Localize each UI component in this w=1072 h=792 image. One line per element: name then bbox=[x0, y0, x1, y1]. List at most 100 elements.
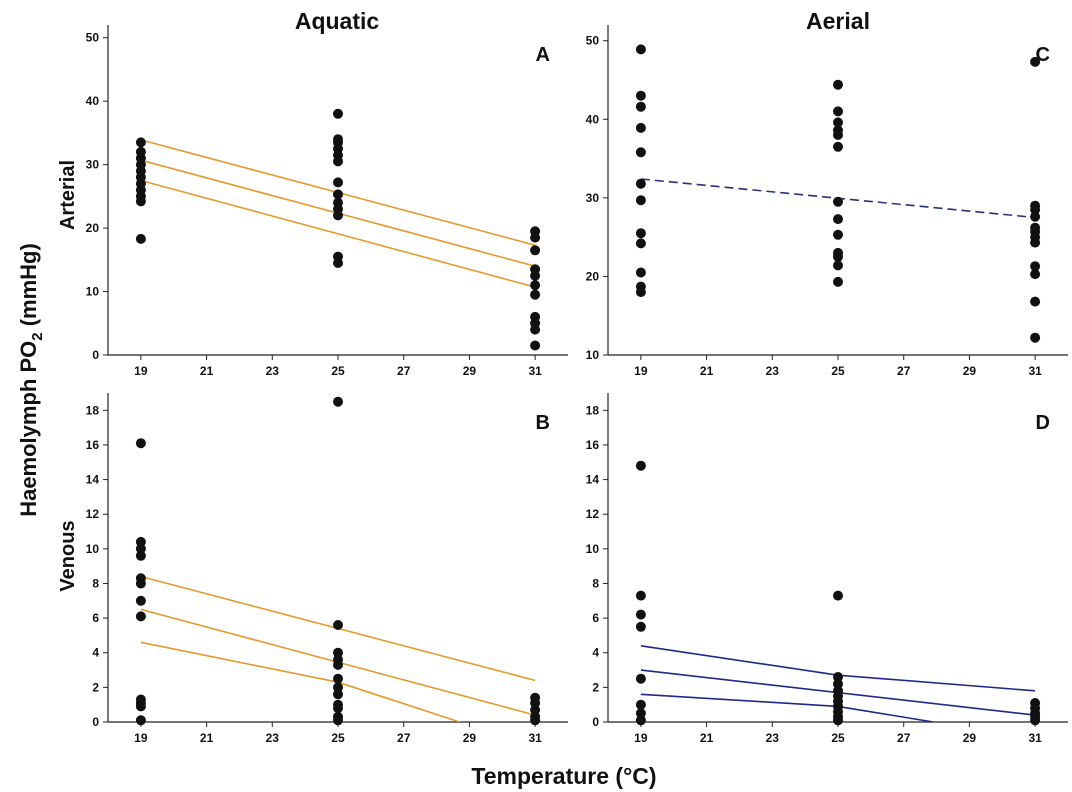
data-point bbox=[333, 177, 343, 188]
panel-letter: A bbox=[536, 44, 550, 66]
row-title-venous: Venous bbox=[57, 520, 79, 591]
data-point bbox=[530, 704, 541, 715]
data-points bbox=[135, 108, 541, 351]
data-point bbox=[530, 264, 541, 275]
data-point bbox=[333, 197, 343, 208]
panel-a: 0 10 20 30 40 50 19 21 23 25 27 29 31 A bbox=[86, 25, 568, 378]
x-tick-label: 27 bbox=[897, 364, 911, 378]
y-tick-label: 6 bbox=[92, 611, 99, 625]
data-point bbox=[635, 715, 646, 726]
y-tick-label: 14 bbox=[586, 473, 600, 487]
data-point bbox=[635, 609, 646, 620]
column-title-aerial: Aerial bbox=[806, 8, 870, 34]
y-tick-label: 40 bbox=[86, 94, 100, 108]
y-tick-label: 50 bbox=[586, 34, 600, 48]
data-point bbox=[135, 146, 146, 157]
x-tick-label: 21 bbox=[700, 731, 714, 745]
x-tick-label: 25 bbox=[331, 364, 345, 378]
data-point bbox=[333, 673, 343, 684]
x-tick-label: 23 bbox=[766, 731, 780, 745]
row-title-arterial: Arterial bbox=[57, 160, 79, 230]
data-point bbox=[1030, 296, 1041, 307]
x-tick-label: 27 bbox=[897, 731, 911, 745]
data-point bbox=[333, 682, 343, 693]
x-tick-label: 21 bbox=[200, 731, 214, 745]
y-tick-label: 8 bbox=[92, 576, 99, 590]
y-tick-label: 20 bbox=[86, 221, 100, 235]
x-tick-label: 29 bbox=[963, 731, 977, 745]
y-tick-label: 6 bbox=[592, 611, 599, 625]
y-tick-label: 10 bbox=[86, 542, 100, 556]
data-point bbox=[833, 196, 843, 207]
x-tick-label: 21 bbox=[700, 364, 714, 378]
data-point bbox=[635, 621, 646, 632]
data-point bbox=[833, 685, 843, 696]
data-point bbox=[635, 699, 646, 710]
data-point bbox=[1030, 261, 1041, 272]
x-tick-label: 25 bbox=[331, 731, 345, 745]
y-axis-label: Haemolymph PO2 (mmHg) bbox=[16, 243, 46, 517]
x-tick-label: 31 bbox=[528, 364, 542, 378]
x-tick-label: 27 bbox=[397, 731, 411, 745]
data-point bbox=[135, 573, 146, 584]
data-point bbox=[635, 44, 646, 55]
data-point bbox=[135, 137, 146, 148]
data-point bbox=[635, 238, 646, 249]
y-tick-label: 30 bbox=[86, 158, 100, 172]
data-point bbox=[333, 647, 343, 658]
y-tick-label: 20 bbox=[586, 269, 600, 283]
data-point bbox=[530, 245, 541, 256]
data-point bbox=[135, 438, 146, 449]
data-point bbox=[530, 711, 541, 722]
x-tick-label: 31 bbox=[1028, 364, 1042, 378]
data-point bbox=[333, 620, 343, 630]
data-point bbox=[1030, 200, 1041, 211]
data-point bbox=[333, 251, 343, 262]
data-point bbox=[333, 699, 343, 710]
y-tick-label: 12 bbox=[86, 507, 100, 521]
data-point bbox=[1030, 211, 1041, 222]
data-point bbox=[135, 233, 146, 244]
y-tick-label: 12 bbox=[586, 507, 600, 521]
data-point bbox=[833, 247, 843, 258]
data-point bbox=[833, 590, 843, 601]
x-tick-label: 31 bbox=[528, 731, 542, 745]
data-point bbox=[833, 125, 843, 136]
y-axis-label-subscript: 2 bbox=[29, 332, 46, 340]
fit-line-2 bbox=[140, 179, 536, 288]
x-tick-label: 25 bbox=[831, 364, 845, 378]
data-points bbox=[635, 460, 1041, 726]
data-point bbox=[833, 214, 843, 225]
data-point bbox=[333, 711, 343, 722]
y-tick-label: 16 bbox=[86, 438, 100, 452]
x-axis-label: Temperature (°C) bbox=[471, 763, 656, 789]
data-point bbox=[635, 590, 646, 601]
data-point bbox=[635, 460, 646, 471]
data-point bbox=[635, 673, 646, 684]
data-point bbox=[135, 536, 146, 547]
x-tick-label: 19 bbox=[634, 364, 648, 378]
x-tick-label: 19 bbox=[634, 731, 648, 745]
y-tick-label: 10 bbox=[586, 348, 600, 362]
data-point bbox=[135, 694, 146, 705]
data-point bbox=[833, 106, 843, 117]
data-points bbox=[135, 396, 541, 726]
data-point bbox=[833, 141, 843, 152]
data-point bbox=[833, 229, 843, 240]
x-tick-label: 25 bbox=[831, 731, 845, 745]
panel-d: 0 2 4 6 8 10 12 14 16 18 19 21 23 25 27 29 31 D bbox=[586, 393, 1068, 745]
y-tick-label: 2 bbox=[592, 680, 599, 694]
data-point bbox=[530, 226, 541, 237]
data-point bbox=[635, 90, 646, 101]
data-point bbox=[135, 715, 146, 726]
data-points bbox=[635, 44, 1041, 343]
data-point bbox=[1030, 269, 1041, 280]
x-tick-label: 29 bbox=[963, 364, 977, 378]
x-tick-label: 23 bbox=[266, 731, 280, 745]
data-point bbox=[1030, 222, 1041, 233]
data-point bbox=[530, 692, 541, 703]
data-point bbox=[635, 195, 646, 206]
y-tick-label: 16 bbox=[586, 438, 600, 452]
